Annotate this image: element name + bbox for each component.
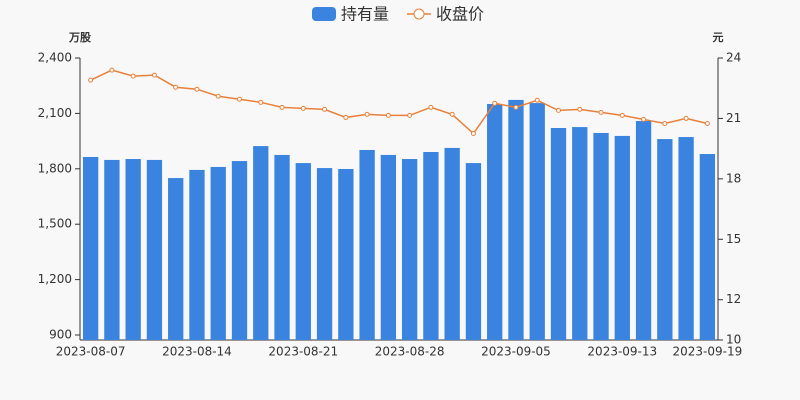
price-point [662, 120, 668, 126]
price-point [88, 77, 94, 83]
price-point [449, 111, 455, 117]
y2-tick-label: 18 [726, 171, 741, 185]
y2-axis-unit: 元 [713, 31, 724, 44]
bar [508, 99, 524, 340]
price-point [343, 114, 349, 120]
price-point [598, 109, 604, 115]
y2-tick-label: 24 [726, 51, 741, 65]
bar [82, 156, 99, 340]
y-tick-label: 900 [49, 328, 72, 342]
x-tick-label: 2023-09-19 [672, 345, 742, 359]
bar [253, 146, 269, 340]
bar [359, 149, 375, 340]
bar [423, 152, 439, 340]
bar [231, 161, 248, 340]
bar [678, 137, 694, 340]
bar [699, 154, 716, 340]
bar [104, 159, 120, 340]
price-point [215, 93, 221, 99]
price-point [492, 100, 498, 106]
price-point [470, 131, 476, 137]
bar [487, 103, 503, 340]
price-line [90, 69, 708, 135]
legend-swatch [312, 7, 336, 21]
bar [401, 159, 418, 340]
bar [189, 169, 205, 340]
price-point [683, 115, 689, 121]
price-point [534, 97, 540, 103]
price-point [258, 99, 264, 105]
price-point [237, 96, 242, 102]
y2-tick-label: 10 [726, 333, 741, 347]
bar [529, 103, 545, 340]
price-point [364, 111, 370, 117]
price-point [407, 112, 413, 118]
y2-tick-label: 15 [726, 232, 741, 246]
bar [125, 159, 141, 340]
price-point [109, 67, 115, 73]
legend-label: 收盘价 [436, 5, 484, 24]
price-point [194, 86, 200, 92]
price-point [704, 120, 710, 126]
bar [572, 127, 588, 341]
bar [593, 132, 609, 340]
x-tick-label: 2023-08-28 [375, 345, 445, 359]
price-point [556, 107, 561, 113]
y-axis-unit: 万股 [68, 31, 92, 44]
bar [465, 163, 482, 340]
price-point [300, 105, 306, 111]
x-tick-label: 2023-09-05 [481, 345, 551, 359]
price-point [513, 104, 519, 110]
y-tick-label: 2,400 [38, 51, 72, 65]
x-tick-label: 2023-08-07 [56, 345, 126, 359]
bar [274, 154, 290, 340]
y-tick-label: 1,800 [38, 161, 72, 175]
price-point [577, 106, 583, 112]
price-point [322, 106, 328, 112]
bar [635, 120, 652, 340]
y-tick-label: 1,200 [38, 272, 72, 286]
price-point [619, 112, 625, 118]
price-point [428, 104, 434, 110]
price-point [130, 73, 136, 79]
bar [380, 154, 397, 340]
price-point [173, 84, 179, 90]
bar [146, 159, 163, 340]
x-tick-label: 2023-08-14 [162, 345, 232, 359]
y-tick-label: 2,100 [38, 106, 72, 120]
bar [316, 168, 333, 340]
x-tick-label: 2023-09-13 [587, 345, 657, 359]
x-tick-label: 2023-08-21 [268, 345, 338, 359]
bar [295, 163, 311, 340]
price-point [279, 104, 285, 110]
bar [168, 178, 184, 340]
legend-label: 持有量 [341, 5, 389, 24]
price-point [151, 72, 157, 78]
price-point [641, 116, 647, 122]
price-point [385, 112, 391, 118]
bar [210, 166, 226, 340]
legend-swatch [413, 8, 425, 20]
y2-tick-label: 12 [726, 292, 741, 306]
bar [614, 135, 630, 340]
bar [444, 147, 460, 340]
bar [657, 139, 673, 340]
y-tick-label: 1,500 [38, 217, 72, 231]
bar [338, 168, 354, 340]
bar [550, 127, 567, 340]
y2-tick-label: 21 [726, 111, 741, 125]
